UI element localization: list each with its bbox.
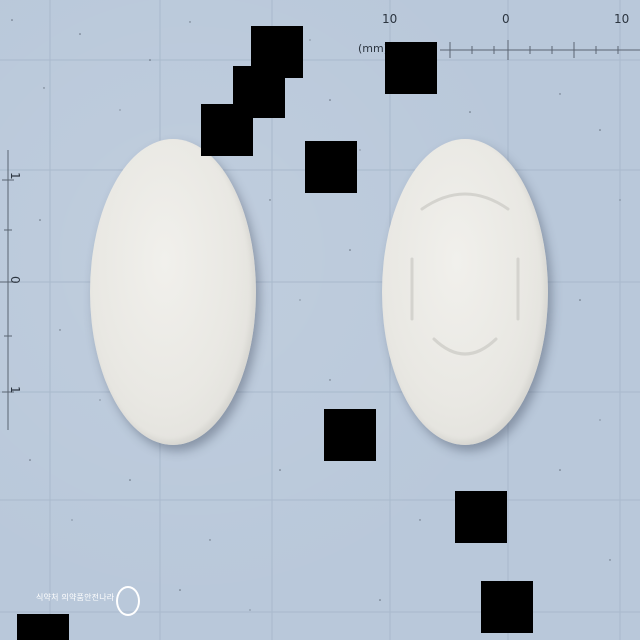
- embossed-mark-icon: [410, 192, 520, 356]
- redaction-block: [324, 409, 376, 461]
- circle-logo-icon: [116, 586, 140, 616]
- left-tick-label: 0: [8, 276, 22, 284]
- redaction-block: [455, 491, 507, 543]
- left-tablet: [90, 139, 256, 445]
- unit-label: (mm): [358, 42, 389, 55]
- redaction-block: [385, 42, 437, 94]
- right-tablet: [382, 139, 548, 445]
- left-tick-label: 1: [8, 386, 22, 394]
- top-tick-label: 10: [614, 12, 630, 26]
- redaction-block: [201, 104, 253, 156]
- redaction-block: [17, 614, 69, 640]
- left-tick-label: 1: [8, 172, 22, 180]
- redaction-block: [305, 141, 357, 193]
- left-ruler: [0, 150, 16, 430]
- watermark: 식약처 의약품안전나라: [36, 586, 140, 616]
- top-tick-label: 10: [382, 12, 398, 26]
- watermark-text: 식약처 의약품안전나라: [36, 593, 115, 602]
- top-tick-label: 0: [502, 12, 510, 26]
- top-ruler: [440, 40, 640, 60]
- redaction-block: [481, 581, 533, 633]
